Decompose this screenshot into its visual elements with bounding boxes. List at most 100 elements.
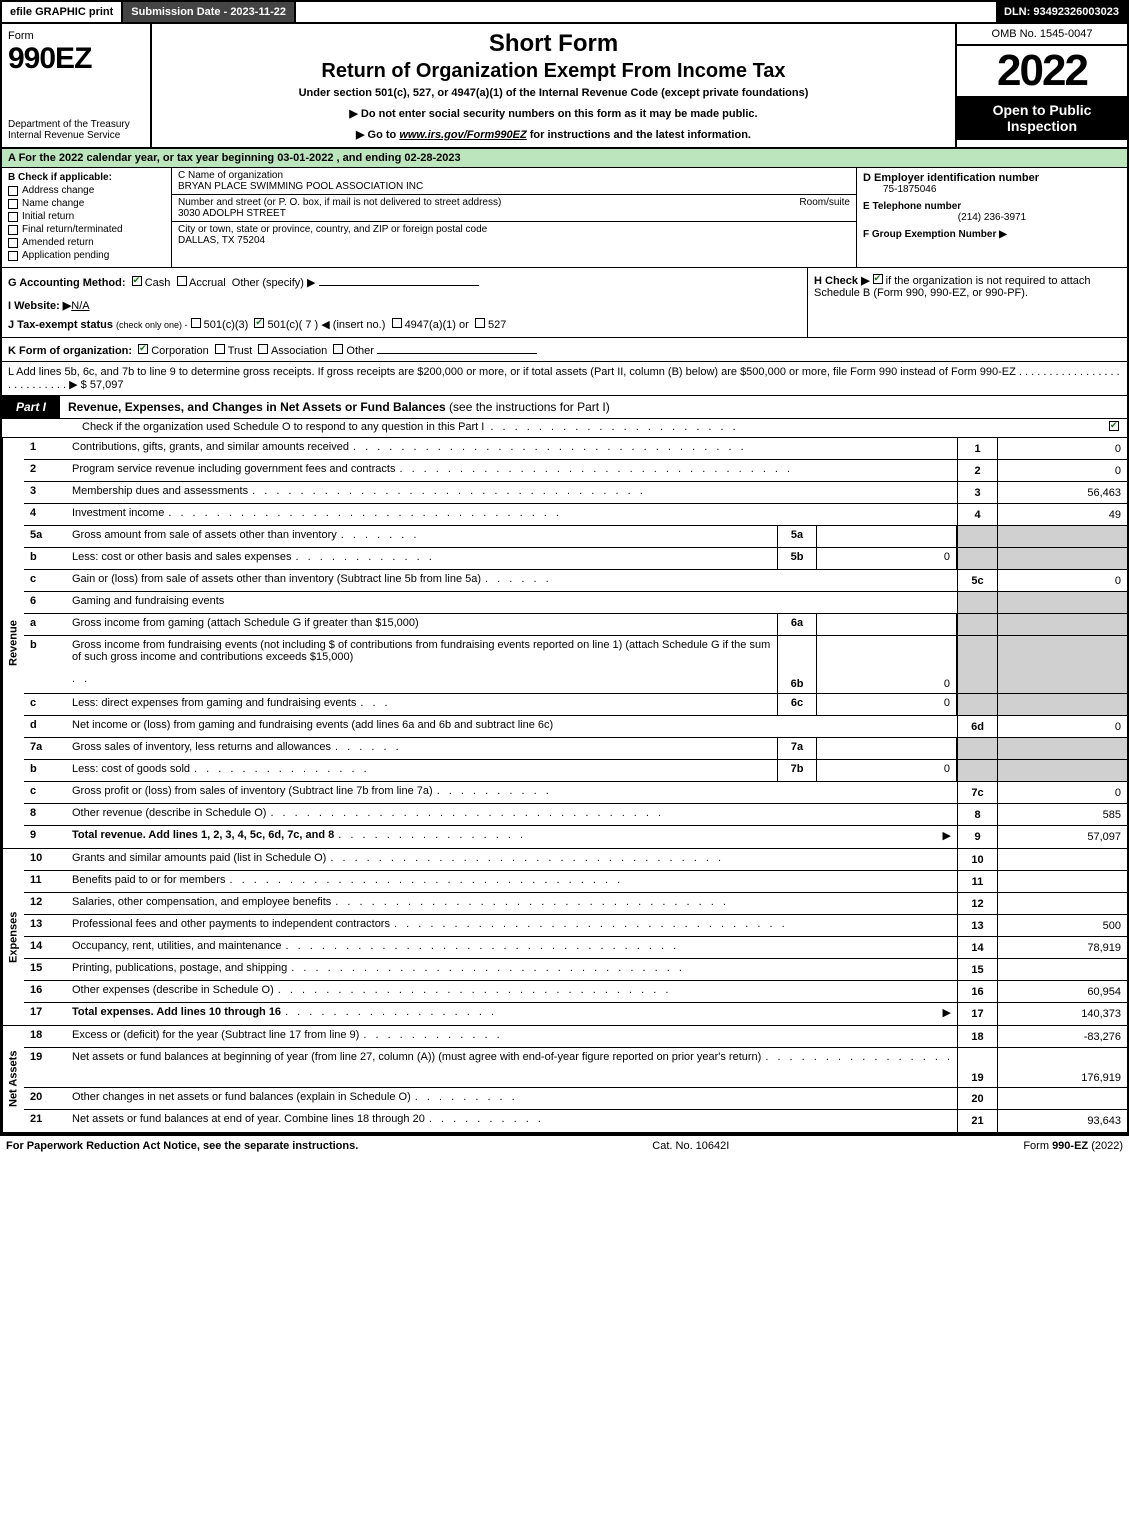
line-6a-val-shaded — [997, 614, 1127, 635]
line-5c: c Gain or (loss) from sale of assets oth… — [24, 570, 1127, 592]
line-6-val-shaded — [997, 592, 1127, 613]
line-20-num: 20 — [24, 1088, 66, 1109]
chk-address-change[interactable]: Address change — [8, 185, 165, 196]
line-18: 18 Excess or (deficit) for the year (Sub… — [24, 1026, 1127, 1048]
line-3: 3 Membership dues and assessments. . . .… — [24, 482, 1127, 504]
section-a-text: A For the 2022 calendar year, or tax yea… — [8, 152, 461, 164]
line-5b-val-shaded — [997, 548, 1127, 569]
chk-initial-return-label: Initial return — [22, 211, 74, 222]
line-19-val: 176,919 — [997, 1048, 1127, 1087]
line-6b-val-shaded — [997, 636, 1127, 693]
h-label: H Check ▶ — [814, 275, 870, 287]
line-17-val: 140,373 — [997, 1003, 1127, 1025]
line-6c-desc: Less: direct expenses from gaming and fu… — [72, 697, 356, 709]
irs-link[interactable]: www.irs.gov/Form990EZ — [399, 129, 526, 141]
line-6d-val: 0 — [997, 716, 1127, 737]
dots: . . . . . . . . . . . . . . . . . . . . … — [330, 852, 951, 864]
line-15-desc: Printing, publications, postage, and shi… — [72, 962, 287, 974]
cash-label: Cash — [145, 277, 171, 289]
line-14: 14 Occupancy, rent, utilities, and maint… — [24, 937, 1127, 959]
line-21-col: 21 — [957, 1110, 997, 1132]
dots: . . . . . . . . . . . . . . . . . . . . … — [286, 940, 951, 952]
line-16-desc: Other expenses (describe in Schedule O) — [72, 984, 274, 996]
line-17-col: 17 — [957, 1003, 997, 1025]
row-g-h: G Accounting Method: Cash Accrual Other … — [2, 268, 1127, 338]
header-row: Form 990EZ Department of the Treasury In… — [2, 24, 1127, 149]
org-name-label: C Name of organization — [178, 170, 423, 181]
line-19-num: 19 — [24, 1048, 66, 1087]
goto-pre: ▶ Go to — [356, 129, 399, 141]
chk-501c[interactable] — [254, 318, 264, 328]
line-6c-col-shaded — [957, 694, 997, 715]
line-1-desc: Contributions, gifts, grants, and simila… — [72, 441, 349, 453]
line-1: 1 Contributions, gifts, grants, and simi… — [24, 438, 1127, 460]
line-7a-icol: 7a — [777, 738, 817, 759]
netassets-section: Net Assets 18 Excess or (deficit) for th… — [2, 1026, 1127, 1134]
chk-amended-return[interactable]: Amended return — [8, 237, 165, 248]
chk-name-change[interactable]: Name change — [8, 198, 165, 209]
chk-other-org[interactable] — [333, 344, 343, 354]
line-7b-col-shaded — [957, 760, 997, 781]
chk-501c3[interactable] — [191, 318, 201, 328]
line-8-val: 585 — [997, 804, 1127, 825]
chk-trust[interactable] — [215, 344, 225, 354]
line-20-col: 20 — [957, 1088, 997, 1109]
line-6-num: 6 — [24, 592, 66, 613]
accrual-label: Accrual — [189, 277, 226, 289]
submission-date: Submission Date - 2023-11-22 — [123, 2, 296, 22]
row-l-text: L Add lines 5b, 6c, and 7b to line 9 to … — [8, 366, 1016, 378]
chk-schedule-o[interactable] — [1109, 421, 1119, 431]
chk-association[interactable] — [258, 344, 268, 354]
line-10-col: 10 — [957, 849, 997, 870]
chk-527[interactable] — [475, 318, 485, 328]
chk-accrual[interactable] — [177, 276, 187, 286]
chk-schedule-b[interactable] — [873, 274, 883, 284]
chk-cash[interactable] — [132, 276, 142, 286]
tel-value: (214) 236-3971 — [863, 212, 1121, 223]
org-name-row: C Name of organization BRYAN PLACE SWIMM… — [172, 168, 856, 195]
line-6a: a Gross income from gaming (attach Sched… — [24, 614, 1127, 636]
line-12-desc: Salaries, other compensation, and employ… — [72, 896, 331, 908]
line-6a-icol: 6a — [777, 614, 817, 635]
line-4-val: 49 — [997, 504, 1127, 525]
short-form-title: Short Form — [162, 30, 945, 58]
line-12-col: 12 — [957, 893, 997, 914]
col-d: D Employer identification number 75-1875… — [857, 168, 1127, 267]
line-9-val: 57,097 — [997, 826, 1127, 848]
chk-initial-return[interactable]: Initial return — [8, 211, 165, 222]
chk-application-pending[interactable]: Application pending — [8, 250, 165, 261]
col-b: B Check if applicable: Address change Na… — [2, 168, 172, 267]
footer-form-no: 990-EZ — [1052, 1140, 1088, 1152]
line-2-col: 2 — [957, 460, 997, 481]
other-org-blank — [377, 342, 537, 354]
row-l: L Add lines 5b, 6c, and 7b to line 9 to … — [2, 362, 1127, 396]
dots: . . . . . . . . . . . . . . . . . . . . … — [168, 507, 951, 519]
line-1-num: 1 — [24, 438, 66, 459]
line-15-col: 15 — [957, 959, 997, 980]
efile-print-label: efile GRAPHIC print — [2, 2, 123, 22]
trust-label: Trust — [228, 345, 253, 357]
goto-line: ▶ Go to www.irs.gov/Form990EZ for instru… — [162, 128, 945, 141]
line-17-num: 17 — [24, 1003, 66, 1025]
row-l-value: ▶ $ 57,097 — [69, 379, 123, 391]
line-7b-ival: 0 — [817, 760, 957, 781]
part1-sub-text: Check if the organization used Schedule … — [82, 421, 484, 433]
chk-corporation[interactable] — [138, 344, 148, 354]
line-19: 19 Net assets or fund balances at beginn… — [24, 1048, 1127, 1088]
line-7b-val-shaded — [997, 760, 1127, 781]
chk-4947[interactable] — [392, 318, 402, 328]
line-3-num: 3 — [24, 482, 66, 503]
line-7a-num: 7a — [24, 738, 66, 759]
line-21-desc: Net assets or fund balances at end of ye… — [72, 1113, 425, 1125]
line-9-col: 9 — [957, 826, 997, 848]
room-suite-label: Room/suite — [779, 197, 850, 219]
line-6: 6 Gaming and fundraising events — [24, 592, 1127, 614]
dots: . . . . . . . . . . . . . . . . . . . . … — [353, 441, 951, 453]
other-specify-blank — [319, 274, 479, 286]
chk-final-return[interactable]: Final return/terminated — [8, 224, 165, 235]
line-7c-val: 0 — [997, 782, 1127, 803]
line-5b-num: b — [24, 548, 66, 569]
line-11-val — [997, 871, 1127, 892]
line-6b-icol: 6b — [777, 636, 817, 693]
line-16-num: 16 — [24, 981, 66, 1002]
